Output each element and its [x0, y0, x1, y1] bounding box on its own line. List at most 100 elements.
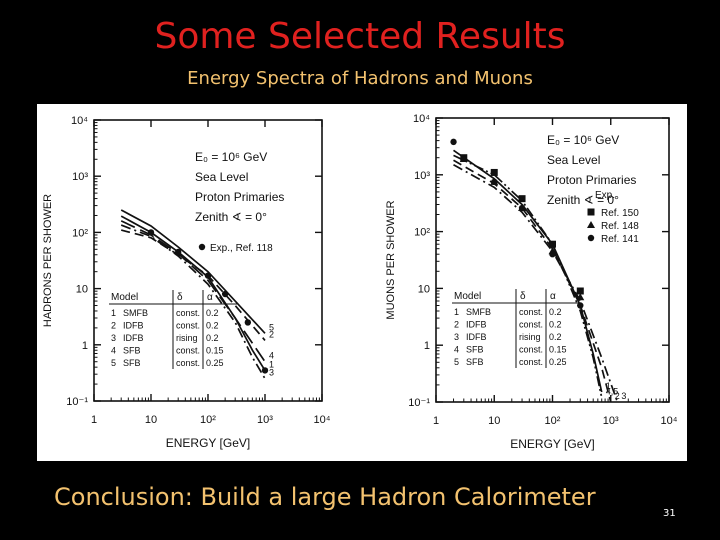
- model-table-cell: const.: [519, 307, 543, 317]
- marker-triangle: [576, 293, 585, 301]
- experimental-point: [221, 290, 229, 298]
- figure-panel: 1 10 10² 10³ 10⁴ 10⁻¹ 1 10 10² 10³ 10⁴ ENERGY [GeV]…: [37, 104, 687, 461]
- model-table-cell: 1: [111, 308, 116, 318]
- info-text: Sea Level: [195, 170, 248, 184]
- series-line: [453, 154, 603, 398]
- y-tick-label: 10⁻¹: [66, 396, 88, 408]
- x-axis-label: ENERGY [GeV]: [510, 437, 594, 451]
- marker-triangle: [587, 221, 595, 228]
- model-table-header: δ: [520, 291, 526, 302]
- series-line: [120, 220, 266, 363]
- x-tick-label: 10²: [545, 415, 561, 427]
- legend-title: Exp.: [595, 190, 615, 201]
- x-tick-label: 10⁴: [661, 415, 678, 427]
- model-table-cell: 0.15: [206, 346, 224, 356]
- model-table-header: Model: [454, 291, 481, 302]
- marker-circle: [518, 204, 526, 212]
- model-table-cell: IDFB: [466, 332, 487, 342]
- marker-circle: [577, 302, 584, 309]
- model-table-cell: const.: [519, 320, 543, 330]
- series-line: [120, 209, 266, 334]
- model-table-cell: 5: [454, 357, 459, 367]
- info-text: Zenith ∢ = 0°: [195, 210, 267, 224]
- marker-circle: [587, 234, 595, 242]
- series-line: [120, 229, 266, 341]
- model-table-cell: SFB: [466, 345, 484, 355]
- info-text: Zenith ∢ = 0°: [547, 193, 619, 207]
- model-table-cell: const.: [176, 358, 200, 368]
- info-text: E₀ = 10⁶ GeV: [195, 150, 267, 164]
- model-table-cell: 0.2: [549, 320, 562, 330]
- model-table-cell: IDFB: [123, 321, 144, 331]
- experimental-point: [147, 229, 155, 236]
- info-text: Sea Level: [547, 153, 600, 167]
- model-table-cell: 2: [111, 321, 116, 331]
- model-table-cell: 5: [111, 358, 116, 368]
- model-table-cell: SMFB: [466, 307, 491, 317]
- conclusion-text: Conclusion: Build a large Hadron Calorim…: [54, 483, 596, 511]
- series-label: 4: [269, 351, 274, 361]
- series-label: 2: [269, 329, 274, 339]
- model-table-cell: 2: [454, 320, 459, 330]
- model-table-cell: 3: [111, 333, 116, 343]
- slide-title: Some Selected Results: [154, 16, 566, 57]
- model-table-cell: IDFB: [466, 320, 487, 330]
- experimental-point: [244, 319, 252, 326]
- series-label: 5: [269, 322, 274, 332]
- y-tick-label: 10⁻¹: [408, 397, 430, 409]
- y-tick-label: 10: [76, 284, 88, 296]
- model-table-cell: 0.15: [549, 345, 567, 355]
- model-table-cell: 4: [454, 345, 459, 355]
- y-tick-label: 10: [418, 283, 430, 295]
- y-tick-label: 10²: [72, 227, 88, 239]
- legend-label: Exp., Ref. 118: [210, 243, 273, 254]
- x-tick-label: 10: [488, 415, 500, 427]
- model-table-cell: const.: [519, 345, 543, 355]
- legend-marker: [198, 243, 206, 251]
- marker-circle: [491, 178, 498, 186]
- model-table-cell: 0.2: [206, 321, 219, 331]
- y-tick-label: 10³: [414, 170, 430, 182]
- marker-square: [518, 195, 526, 203]
- model-table-header: Model: [111, 292, 138, 303]
- series-label: 1: [269, 359, 274, 369]
- y-tick-label: 10²: [414, 227, 430, 239]
- model-table-cell: SMFB: [123, 308, 148, 318]
- x-tick-label: 10: [145, 414, 157, 426]
- series-line: [120, 224, 266, 380]
- model-table-cell: 4: [111, 346, 116, 356]
- y-tick-label: 10⁴: [413, 113, 430, 125]
- model-table-header: α: [550, 291, 556, 302]
- marker-square: [587, 208, 595, 216]
- marker-square: [576, 287, 584, 295]
- x-tick-label: 10⁴: [314, 414, 331, 426]
- marker-circle: [549, 251, 556, 258]
- experimental-point: [204, 272, 212, 279]
- model-table-cell: 0.25: [206, 358, 224, 368]
- experimental-point: [261, 367, 269, 374]
- series-label: 2: [615, 391, 620, 401]
- legend-label: Ref. 141: [601, 234, 639, 245]
- model-table-cell: 0.2: [549, 307, 562, 317]
- model-table-cell: SFB: [466, 357, 484, 367]
- model-table-header: α: [207, 292, 213, 303]
- marker-square: [549, 240, 556, 248]
- model-table-cell: const.: [176, 321, 200, 331]
- marker-circle: [450, 138, 457, 146]
- model-table-cell: 0.2: [206, 308, 219, 318]
- model-table-cell: const.: [176, 308, 200, 318]
- model-table-cell: rising: [519, 332, 541, 342]
- y-axis-label: HADRONS PER SHOWER: [42, 194, 54, 327]
- x-tick-label: 10²: [200, 414, 216, 426]
- y-tick-label: 10⁴: [71, 115, 88, 127]
- series-label: 3: [621, 391, 626, 401]
- series-label: 3: [269, 368, 274, 378]
- model-table-cell: IDFB: [123, 333, 144, 343]
- series-label: 1: [606, 381, 611, 391]
- x-tick-label: 10³: [603, 415, 619, 427]
- y-axis-label: MUONS PER SHOWER: [385, 200, 397, 319]
- info-text: Proton Primaries: [195, 190, 284, 204]
- model-table-cell: SFB: [123, 358, 141, 368]
